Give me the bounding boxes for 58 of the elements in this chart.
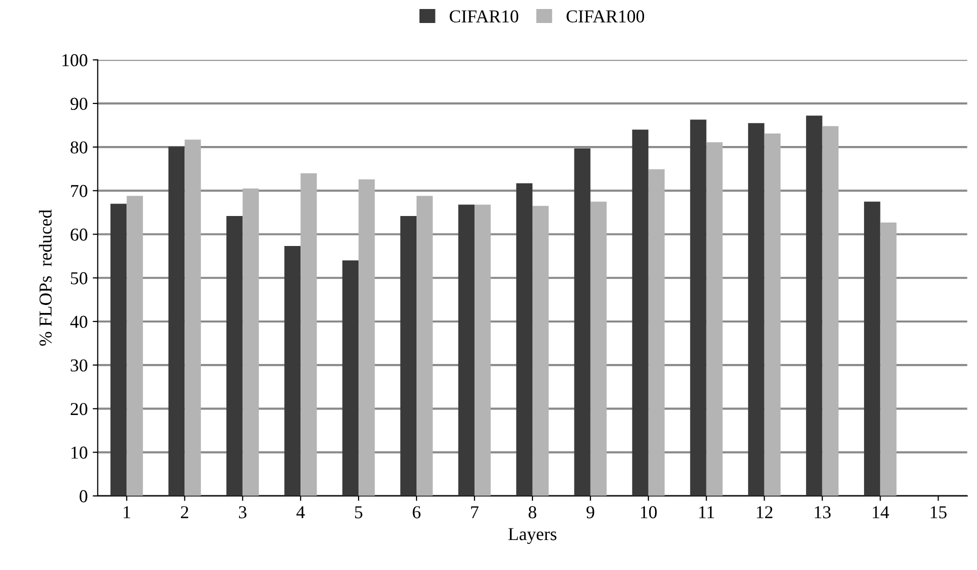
bar [110,204,127,496]
x-tick-label: 3 [238,506,246,518]
x-tick-label: 12 [756,506,772,518]
bar [126,196,143,496]
bar [590,202,607,496]
bar [342,260,359,496]
bar [648,169,665,496]
y-tick-label: 40 [70,316,88,328]
bar [690,120,706,496]
y-tick-label: 0 [80,490,88,502]
bar [474,204,491,496]
legend-label: CIFAR100 [566,10,644,22]
x-axis-title: Layers [508,528,556,544]
x-tick-label: 13 [814,506,831,518]
legend-label: CIFAR10 [450,10,518,22]
bar [748,123,764,496]
bar [532,206,549,496]
x-tick-label: 5 [355,506,362,518]
x-tick-label: 4 [296,506,305,518]
bar [516,183,532,496]
bar [416,196,433,496]
bar [880,222,897,496]
bar [632,130,648,496]
y-tick-label: 60 [70,228,88,241]
y-tick-label: 30 [70,359,88,372]
bar [864,202,880,496]
x-tick-label: 6 [412,506,421,518]
x-tick-label: 9 [586,506,594,518]
y-tick-label: 100 [62,54,88,66]
x-tick-label: 11 [699,506,714,518]
bar [706,142,723,496]
bar [458,204,474,496]
bar [168,146,185,496]
x-tick-label: 8 [528,506,536,518]
bar [822,126,839,496]
bar [806,116,822,496]
x-tick-label: 15 [930,506,947,518]
y-axis-title: % FLOPs reduced [38,210,52,346]
bar [242,188,259,496]
bar [284,246,301,496]
bar [400,216,417,496]
bar [764,134,781,496]
x-tick-label: 10 [640,506,657,518]
bar [574,148,590,496]
bar [300,173,317,496]
bar [184,140,201,496]
y-tick-label: 70 [71,184,88,198]
x-tick-label: 7 [471,506,478,518]
bar [226,216,243,496]
x-tick-label: 14 [872,506,890,518]
y-tick-label: 80 [70,141,88,154]
y-tick-label: 10 [72,446,88,459]
y-tick-label: 20 [70,402,88,416]
y-tick-label: 50 [70,272,88,284]
y-tick-label: 90 [70,98,88,110]
x-tick-label: 1 [124,506,130,518]
bar [358,179,375,496]
x-tick-label: 2 [180,506,188,518]
